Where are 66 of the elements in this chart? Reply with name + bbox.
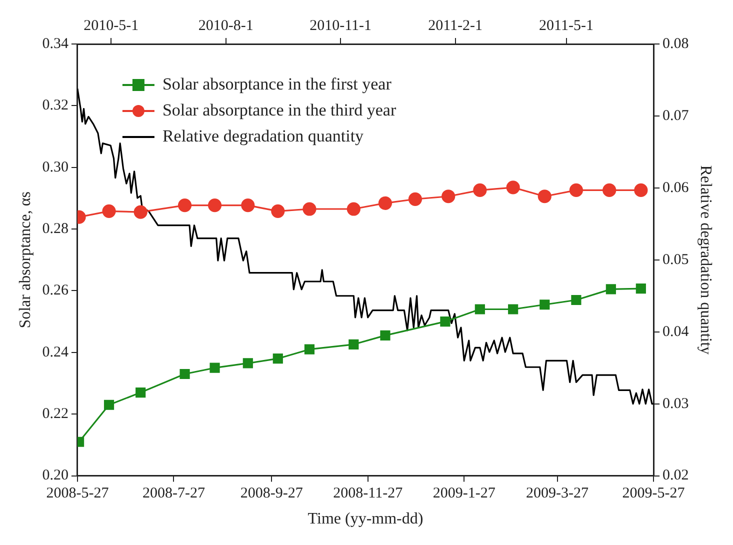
point: [102, 204, 116, 218]
legend-label: Solar absorptance in the third year: [162, 100, 396, 120]
point: [180, 368, 190, 380]
point: [136, 387, 146, 398]
y2-axis-title: Relative degradation quantity: [697, 165, 714, 355]
x2-tick-label: 2011-5-1: [539, 18, 594, 34]
x-tick-label: 2009-3-27: [526, 486, 590, 502]
point: [378, 196, 392, 210]
x-tick-label: 2008-7-27: [142, 486, 206, 502]
y-tick-label: 0.24: [42, 344, 69, 360]
point: [569, 183, 584, 197]
point: [634, 183, 648, 197]
x-tick-label: 2008-9-27: [240, 486, 304, 502]
point: [348, 339, 359, 350]
y2-tick-label: 0.07: [662, 108, 690, 124]
point: [540, 300, 550, 310]
point: [241, 198, 255, 212]
point: [272, 354, 283, 364]
point: [602, 183, 616, 197]
y-tick-label: 0.32: [42, 98, 68, 114]
y-tick-label: 0.28: [42, 220, 68, 237]
point: [104, 400, 114, 410]
y2-tick-label: 0.06: [662, 180, 690, 196]
y2-tick-label: 0.02: [662, 468, 689, 484]
point: [408, 192, 422, 206]
point: [346, 202, 360, 216]
point: [606, 284, 616, 294]
x-tick-label: 2009-5-27: [622, 486, 686, 502]
x-tick-label: 2009-1-27: [432, 486, 496, 502]
x-tick-label: 2008-11-27: [333, 486, 404, 502]
y-tick-label: 0.34: [42, 36, 69, 52]
x2-tick-label: 2010-5-1: [84, 18, 139, 34]
point: [302, 202, 316, 216]
point: [571, 294, 582, 306]
point: [134, 205, 148, 219]
y2-tick-label: 0.04: [662, 324, 690, 340]
point: [380, 330, 390, 341]
point: [210, 362, 220, 373]
y-tick-label: 0.22: [42, 406, 68, 422]
point: [442, 190, 456, 204]
y2-tick-label: 0.03: [662, 396, 689, 412]
x-axis-title: Time (yy-mm-dd): [308, 510, 424, 528]
point: [474, 304, 485, 314]
x-tick-label: 2008-5-27: [46, 486, 110, 502]
point: [538, 190, 552, 204]
point: [636, 284, 646, 294]
y-tick-label: 0.20: [42, 468, 68, 484]
point: [178, 198, 192, 212]
y-tick-label: 0.30: [42, 159, 68, 176]
y2-tick-label: 0.08: [662, 36, 689, 52]
point: [242, 358, 253, 368]
point: [440, 316, 450, 327]
x2-tick-label: 2010-8-1: [198, 18, 254, 34]
legend-label: Relative degradation quantity: [162, 126, 364, 146]
point: [508, 304, 518, 314]
x2-tick-label: 2010-11-1: [310, 18, 372, 34]
legend-label: Solar absorptance in the first year: [162, 74, 392, 94]
point: [506, 180, 520, 194]
point: [304, 344, 315, 354]
point: [473, 183, 487, 197]
y-tick-label: 0.26: [42, 282, 69, 299]
point: [271, 204, 285, 218]
y2-tick-label: 0.05: [662, 252, 689, 268]
y-axis-title: Solar absorptance, αs: [16, 192, 34, 328]
x2-tick-label: 2011-2-1: [428, 18, 482, 34]
point: [208, 198, 222, 212]
